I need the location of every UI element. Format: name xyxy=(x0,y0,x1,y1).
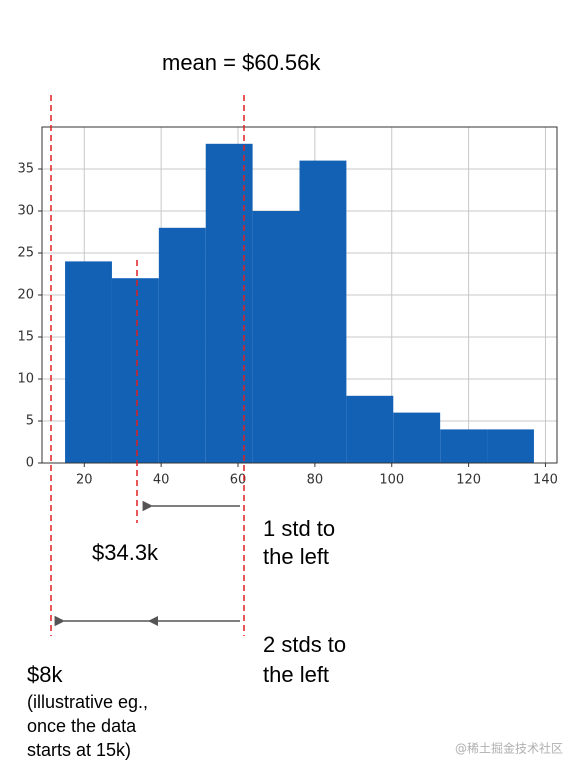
annotation: $34.3k xyxy=(92,540,159,565)
y-tick-label: 0 xyxy=(26,456,34,471)
plot-area: 0 5 10 15 20 25 30 35 20 40 60 80 100 120 140 xyxy=(17,127,558,488)
annotation: the left xyxy=(263,662,329,687)
bar xyxy=(111,278,159,463)
bar xyxy=(252,211,300,463)
x-tick-label: 120 xyxy=(456,473,481,488)
y-tick-label: 15 xyxy=(17,330,34,345)
bar xyxy=(393,412,441,463)
axes-frame xyxy=(41,126,558,464)
annotation: once the data xyxy=(27,716,137,736)
y-tick-label: 35 xyxy=(17,162,34,177)
annotation: the left xyxy=(263,544,329,569)
annotation: 1 std to xyxy=(263,516,335,541)
y-tick-label: 20 xyxy=(17,288,34,303)
bar xyxy=(299,160,347,463)
annotation: (illustrative eg., xyxy=(27,692,148,712)
annotation: mean = $60.56k xyxy=(162,50,321,75)
y-tick-label: 25 xyxy=(17,246,34,261)
bar xyxy=(65,261,112,463)
x-tick-label: 20 xyxy=(76,473,93,488)
x-tick-label: 100 xyxy=(379,473,404,488)
annotation: starts at 15k) xyxy=(27,740,131,760)
bar xyxy=(440,429,488,463)
bar xyxy=(487,429,534,463)
y-tick-label: 5 xyxy=(26,414,34,429)
bar xyxy=(158,227,206,463)
arrow-head xyxy=(148,616,158,626)
annotation: 2 stds to xyxy=(263,632,346,657)
bar xyxy=(346,395,394,463)
y-tick-label: 30 xyxy=(17,204,34,219)
x-tick-label: 80 xyxy=(307,473,324,488)
x-tick-label: 140 xyxy=(533,473,558,488)
x-tick-label: 60 xyxy=(230,473,247,488)
watermark: @稀土掘金技术社区 xyxy=(455,741,563,756)
bar xyxy=(205,143,253,464)
annotation: $8k xyxy=(27,662,63,687)
y-tick-label: 10 xyxy=(17,372,34,387)
x-tick-label: 40 xyxy=(153,473,170,488)
